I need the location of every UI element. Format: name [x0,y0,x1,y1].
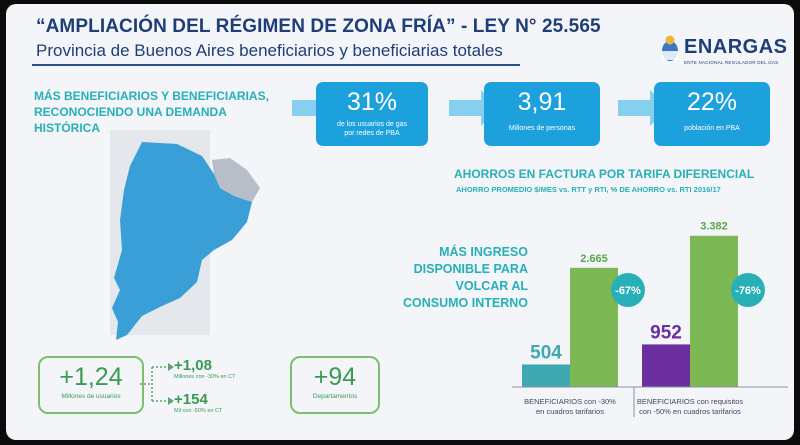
bar-rti [690,235,738,387]
stat-people: 3,91 Millones de personas [484,82,600,146]
category-label: con -50% en cuadros tarifarios [639,407,741,416]
data-label: 504 [530,342,562,363]
stat-caption: Millones de usuarios [61,393,121,400]
logo-tagline: ENTE NACIONAL REGULADOR DEL GAS [684,60,779,65]
page-title: “AMPLIACIÓN DEL RÉGIMEN DE ZONA FRÍA” - … [36,16,601,37]
savings-subtitle: AHORRO PROMEDIO $/MES vs. RTT y RTI, % D… [456,185,721,194]
category-label: BENEFICIARIOS con requisitos [637,397,744,406]
headline: MÁS BENEFICIARIOS Y BENEFICIARIAS, RECON… [34,89,269,135]
stat-value: +94 [313,363,357,391]
stat-value: 22% [686,88,738,116]
bar-rtt [642,344,690,387]
buenos-aires-map [110,130,260,340]
stat-caption: por redes de PBA [344,130,400,137]
slide: “AMPLIACIÓN DEL RÉGIMEN DE ZONA FRÍA” - … [6,4,794,440]
stat-sub-30: +1,08 Millones con -30% en CT [174,357,236,381]
data-label: 2.665 [580,253,608,265]
title-divider [32,64,520,66]
percent-badge [611,273,645,307]
enargas-logo: ENARGAS ENTE NACIONAL REGULADOR DEL GAS [656,30,788,70]
data-label: 952 [650,322,682,343]
stat-caption: Mil con -50% en CT [174,408,223,414]
percent-badge [731,273,765,307]
stat-value: 3,91 [517,88,567,116]
stat-value: +154 [174,391,208,408]
stat-value: +1,08 [174,357,212,374]
bar-rtt [522,364,570,387]
page-subtitle: Provincia de Buenos Aires beneficiarios … [36,41,503,60]
stat-departments: +94 Departamentos [290,356,380,414]
stat-caption: población en PBA [684,125,740,132]
stat-caption: Departamentos [312,393,358,400]
logo-wordmark: ENARGAS [684,36,788,58]
data-label: 3.382 [700,221,728,233]
stat-population: 22% población en PBA [654,82,770,146]
category-label: en cuadros tarifarios [536,407,604,416]
income-side-text: MÁS INGRESO DISPONIBLE PARA VOLCAR AL CO… [403,245,528,310]
branch-connector [140,363,174,405]
stat-sub-50: +154 Mil con -50% en CT [174,391,223,415]
savings-bar-chart: 504 2.665 -67% BENEFICIARIOS con -30%en cua… [512,221,788,417]
stat-main-users: +1,24 Millones de usuarios [38,356,144,414]
stat-value: 31% [346,88,398,116]
category-label: BENEFICIARIOS con -30% [524,397,616,406]
savings-title: AHORROS EN FACTURA POR TARIFA DIFERENCIA… [454,167,755,181]
stat-caption: Millones con -30% en CT [174,374,236,380]
stat-caption: de los usuarios de gas [336,121,408,128]
coat-of-arms-icon [662,35,678,61]
percent-badge-label: -76% [735,285,761,297]
bar-rti [570,267,618,387]
stat-value: +1,24 [59,363,123,391]
stat-caption: Millones de personas [508,125,576,132]
stat-gas-users: 31% de los usuarios de gas por redes de … [316,82,428,146]
percent-badge-label: -67% [615,285,641,297]
